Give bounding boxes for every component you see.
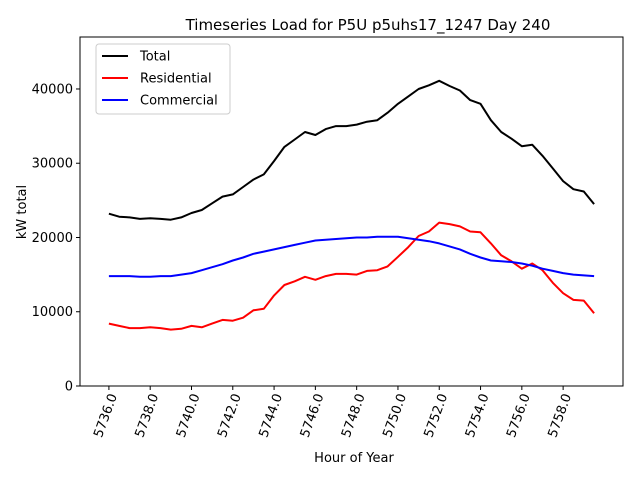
legend-label-commercial: Commercial: [140, 94, 218, 109]
series-line-total: [108, 79, 595, 221]
legend-box: [95, 43, 231, 115]
axes-frame: [79, 36, 624, 387]
y-axis-title: kW total: [15, 185, 30, 239]
y-tick-label: 10000: [32, 305, 73, 320]
y-tick-label: 20000: [32, 231, 73, 246]
x-axis-title: Hour of Year: [314, 451, 394, 466]
y-tick-label: 40000: [32, 82, 73, 97]
chart-title: Timeseries Load for P5U p5uhs17_1247 Day…: [185, 16, 551, 35]
legend-label-residential: Residential: [140, 72, 212, 87]
y-tick-label: 30000: [32, 157, 73, 172]
legend-label-total: Total: [139, 50, 170, 65]
series-line-commercial: [108, 235, 595, 278]
y-tick-label: 0: [65, 380, 73, 395]
